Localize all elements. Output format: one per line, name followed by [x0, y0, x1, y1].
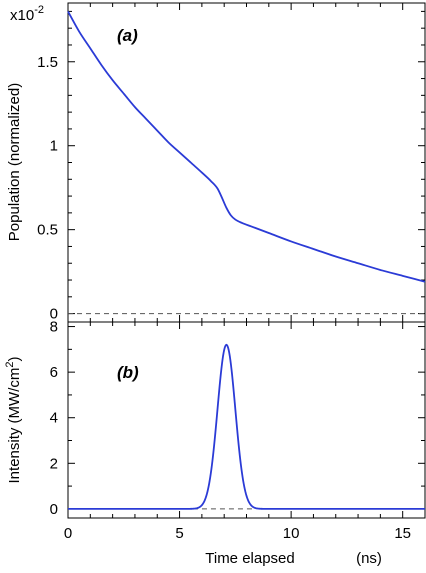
panel-b-x-ticks: 0 5 10 15: [64, 322, 426, 542]
panel-b-intensity-curve: [68, 343, 425, 510]
panel-a: 0 0.5 1 1.5 (a) x10-2 Population (normalize…: [6, 2, 426, 323]
panel-b-y-axis-label: Intensity (MW/cm2): [4, 357, 23, 484]
y-tick-label: 1.5: [37, 54, 58, 71]
panel-b-y-ticks: 0 2 4 6 8: [50, 319, 425, 518]
panel-a-y-ticks: 0 0.5 1 1.5: [37, 10, 425, 323]
x-tick-label: 0: [64, 525, 72, 542]
x-tick-label: 5: [175, 525, 183, 542]
x-tick-label: 15: [394, 525, 411, 542]
y-tick-label: 8: [50, 319, 58, 336]
y-tick-label: 2: [50, 455, 58, 472]
y-tick-label: 0.5: [37, 222, 58, 239]
panel-a-y-axis-label: Population (normalized): [6, 83, 23, 241]
panel-a-y-multiplier: x10-2: [10, 4, 44, 24]
x-tick-label: 10: [283, 525, 300, 542]
panel-a-population-curve: [67, 10, 426, 283]
x-axis-unit: (ns): [356, 550, 382, 567]
panel-b-label: (b): [117, 363, 139, 382]
panel-a-label: (a): [117, 26, 138, 45]
panel-b: 0 5 10 15 0 2 4 6 8 (b) Intensity (MW/cm2) Time…: [4, 319, 426, 567]
panel-a-x-ticks: [67, 3, 426, 322]
x-axis-label: Time elapsed: [205, 550, 295, 567]
y-tick-label: 1: [50, 138, 58, 155]
panel-b-frame: [67, 321, 426, 519]
y-tick-label: 4: [50, 410, 58, 427]
y-tick-label: 6: [50, 364, 58, 381]
y-tick-label: 0: [50, 501, 58, 518]
panel-a-frame: [67, 2, 426, 323]
y-tick-label: 0: [50, 306, 58, 323]
